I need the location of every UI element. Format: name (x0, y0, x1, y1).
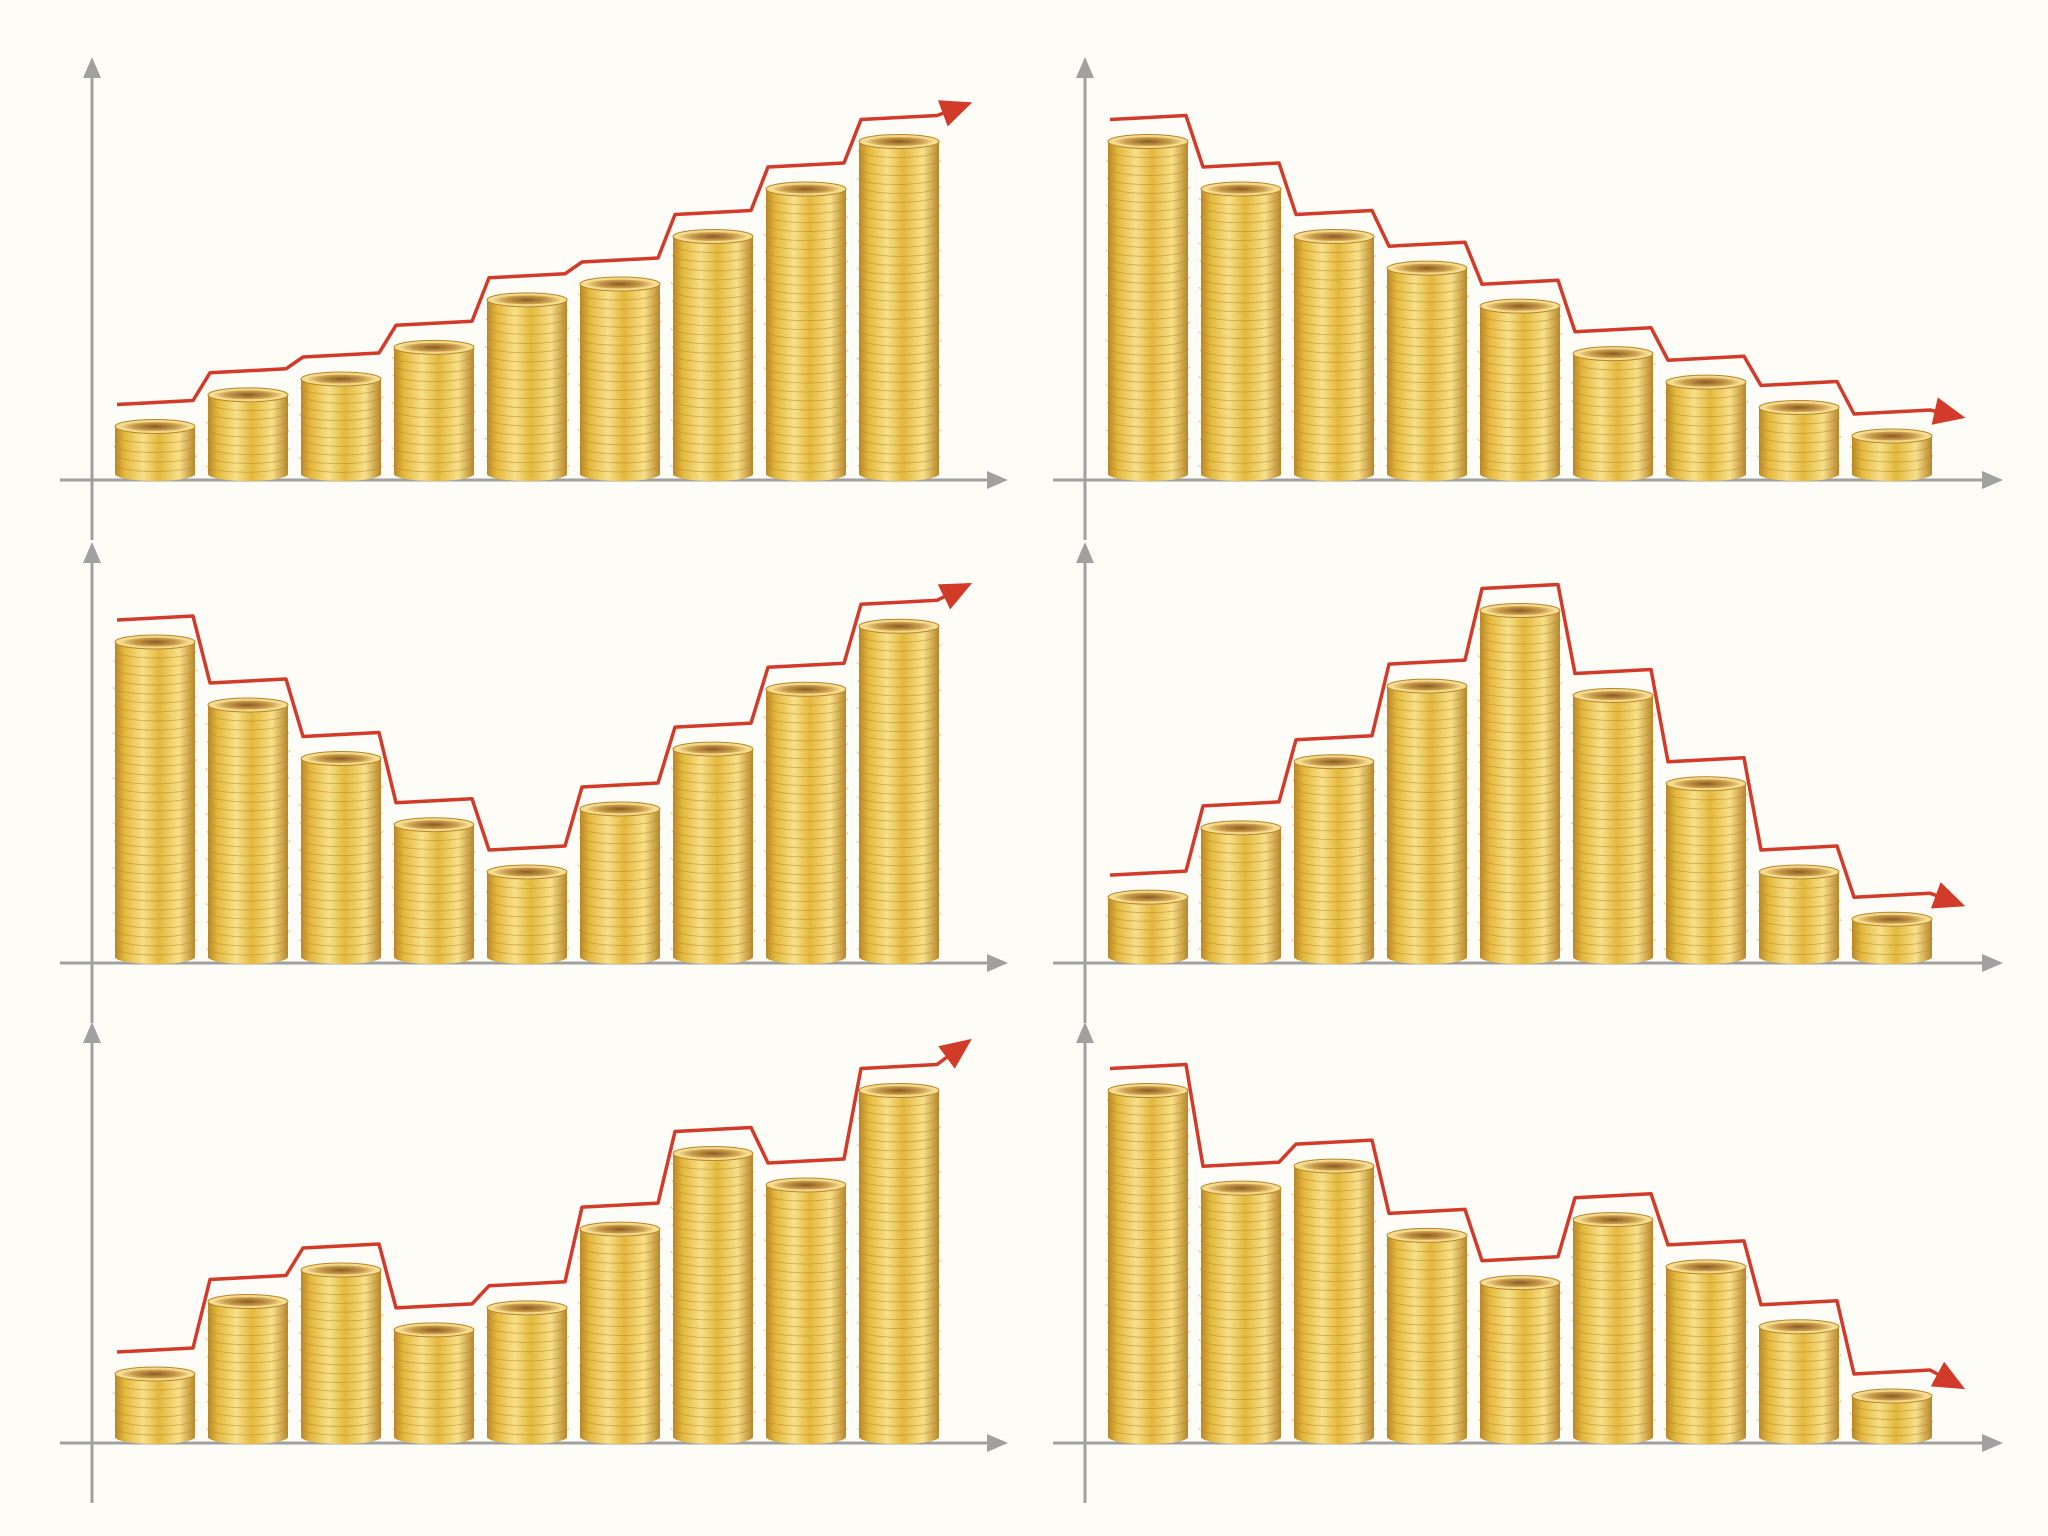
coin-stack-bar (1291, 1158, 1377, 1444)
chart-panel-1 (60, 57, 1008, 540)
coin-stack-bar (205, 697, 291, 964)
coin-stack-bar (1105, 134, 1191, 481)
chart-panel-6 (1053, 1022, 2003, 1503)
coin-stack-bar (763, 1177, 849, 1444)
coin-stack-bar (1384, 1227, 1470, 1444)
coin-stack-bar (298, 371, 384, 481)
coin-stack-bar (113, 419, 198, 481)
coin-stack-bar (1849, 1388, 1934, 1444)
coin-stack-bar (1477, 1275, 1563, 1444)
coin-stack-bar (1291, 754, 1377, 964)
coin-stack-bar (391, 1322, 477, 1444)
coin-stack-bar (1291, 229, 1377, 481)
coin-stack-bar (205, 387, 291, 481)
coin-stack-bar (1756, 1319, 1842, 1444)
coin-stack-bar (1756, 400, 1842, 481)
coin-stack-bar (856, 1083, 942, 1444)
coin-stack-bar (577, 1221, 663, 1444)
coin-stack-bar (298, 1262, 384, 1444)
coin-stack-bar (856, 618, 942, 964)
coin-stack-bar (1105, 889, 1191, 964)
coin-stack-bar (1105, 1083, 1191, 1444)
coin-stack-bar (577, 276, 663, 481)
chart-panel-2 (1053, 57, 2003, 540)
coin-stack-bar (391, 817, 477, 964)
trend-line-down (1109, 1062, 1966, 1390)
coin-stack-bar (112, 634, 198, 964)
coin-stack-bar (484, 864, 570, 964)
coin-stack-bar (298, 751, 384, 964)
coin-stack-bar (112, 1366, 198, 1444)
chart-panel-4 (1053, 542, 2003, 1023)
trend-line-up (116, 1038, 972, 1354)
coin-stack-bar (670, 229, 756, 481)
coin-stack-bar (670, 741, 756, 964)
coin-stack-bar (205, 1294, 291, 1444)
coin-stack-bar (670, 1146, 756, 1444)
coin-stack-bar (1663, 374, 1749, 481)
coin-stack-bar (484, 292, 570, 481)
trend-line-up (116, 582, 973, 852)
trend-line-up (116, 100, 973, 407)
coin-stack-bar (1756, 864, 1842, 964)
coin-stack-bar (1198, 181, 1284, 481)
trend-line-down (1109, 113, 1966, 425)
coin-stack-bar (1198, 820, 1284, 964)
coin-stack-bar (484, 1300, 570, 1444)
trend-line-down (1109, 582, 1966, 909)
coin-stack-bar (1849, 911, 1934, 964)
coin-stack-bar (763, 181, 849, 481)
coin-stack-bar (1384, 678, 1470, 964)
coin-stack-bar (1849, 428, 1934, 481)
coin-stack-bar (856, 134, 942, 481)
coin-stack-bar (1477, 603, 1563, 964)
coin-stack-bar (1477, 298, 1563, 481)
coin-stack-bar (1198, 1180, 1284, 1444)
coin-stack-bar (1570, 1212, 1656, 1444)
coin-stack-bar (763, 681, 849, 964)
chart-panel-5 (60, 1022, 1008, 1503)
coin-stack-bar (1570, 688, 1656, 964)
coin-stack-bar (577, 801, 663, 964)
coin-stack-bar (1663, 1259, 1749, 1444)
coin-stack-bar (1663, 776, 1749, 964)
coin-stack-bar (1384, 260, 1470, 481)
chart-panel-3 (60, 542, 1008, 1023)
coin-stack-bar (391, 339, 477, 481)
coin-stack-bar (1570, 346, 1656, 481)
